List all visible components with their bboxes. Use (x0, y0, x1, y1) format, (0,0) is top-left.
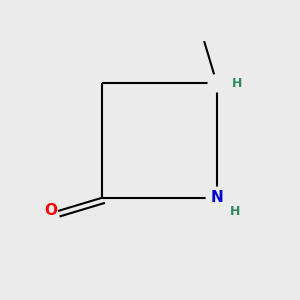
Text: N: N (210, 190, 223, 205)
Text: H: H (232, 77, 242, 90)
Text: O: O (44, 203, 57, 218)
Circle shape (206, 187, 227, 208)
Text: H: H (230, 205, 240, 218)
Circle shape (208, 75, 225, 92)
